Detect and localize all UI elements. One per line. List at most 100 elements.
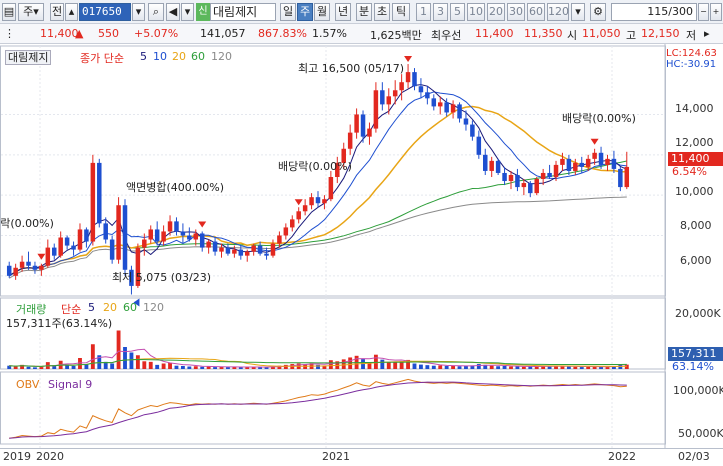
zoom-in-icon[interactable]: + xyxy=(710,3,722,21)
candle-body xyxy=(553,164,559,177)
low-annotation: 최저 5,075 (03/23) xyxy=(112,271,212,284)
chart-canvas[interactable] xyxy=(0,44,723,466)
vol-ma20-legend: 20 xyxy=(103,301,117,314)
speaker-dropdown-icon[interactable]: ▾ xyxy=(181,3,194,21)
interval-10[interactable]: 10 xyxy=(467,3,485,21)
volume-bar xyxy=(534,366,539,369)
x-tick-last-date: 02/03 xyxy=(678,450,710,463)
quote-menu-icon[interactable]: ⋮ xyxy=(4,27,15,40)
type-select-label: 주 xyxy=(23,5,34,18)
candle-body xyxy=(212,241,218,252)
volume-bar xyxy=(348,357,353,369)
bar-count-field[interactable]: 115/300 xyxy=(611,3,697,21)
current-volume-tag: 157,311 xyxy=(668,347,723,361)
volume-bar xyxy=(393,361,398,369)
candle-body xyxy=(463,118,469,125)
period-second[interactable]: 초 xyxy=(374,3,390,21)
candle-body xyxy=(437,102,443,107)
volume-bar xyxy=(251,366,256,369)
volume-bar xyxy=(521,366,526,369)
volume-bar xyxy=(13,366,18,369)
candle-body xyxy=(51,247,57,256)
candle-body xyxy=(405,72,411,83)
period-month[interactable]: 월 xyxy=(314,3,330,21)
stock-name-field[interactable]: 대림제지 xyxy=(210,3,276,21)
current-price-tag: 11,400 xyxy=(668,152,723,166)
candle-body xyxy=(412,72,417,87)
volume-bar xyxy=(7,365,12,369)
interval-5[interactable]: 5 xyxy=(450,3,465,21)
volume-bar xyxy=(464,365,468,369)
volume-bar xyxy=(271,366,275,369)
candle-body xyxy=(270,243,276,256)
volume-bar xyxy=(116,330,121,369)
zoom-out-icon[interactable]: − xyxy=(698,3,709,21)
candle-body xyxy=(483,154,488,171)
interval-20[interactable]: 20 xyxy=(487,3,505,21)
ma20-legend: 20 xyxy=(172,50,186,63)
volume-bar xyxy=(219,366,224,369)
settings-icon[interactable]: ⚙ xyxy=(590,3,606,21)
candle-body xyxy=(399,82,404,91)
candle-body xyxy=(373,90,379,129)
speaker-icon[interactable]: ◀ xyxy=(166,3,180,21)
ma10-legend: 10 xyxy=(153,50,167,63)
volume-bar xyxy=(496,366,501,369)
volume-value: 141,057 xyxy=(200,27,246,40)
interval-30[interactable]: 30 xyxy=(507,3,525,21)
chart-area[interactable]: 대림제지 종가 단순 5 10 20 60 120 LC:124.63 HC:-… xyxy=(0,44,723,466)
volume-bar xyxy=(52,365,57,369)
up-arrow-icon: ▲ xyxy=(75,27,84,40)
period-tick[interactable]: 틱 xyxy=(392,3,410,21)
candle-body xyxy=(380,90,385,105)
current-price: 11,400 xyxy=(40,27,79,40)
candle-body xyxy=(540,172,546,180)
volume-bar xyxy=(438,365,443,369)
period-week[interactable]: 주 xyxy=(297,3,313,21)
volume-bar xyxy=(142,361,147,369)
period-day[interactable]: 일 xyxy=(280,3,296,21)
candle-body xyxy=(592,152,597,159)
candle-body xyxy=(64,237,70,246)
volume-bar xyxy=(238,367,243,369)
code-dropdown-icon[interactable]: ▾ xyxy=(132,3,145,21)
candle-body xyxy=(624,166,630,188)
volume-bar xyxy=(174,365,179,369)
volume-bar xyxy=(418,364,423,369)
period-button[interactable]: 전 xyxy=(50,3,64,21)
interval-60[interactable]: 60 xyxy=(527,3,545,21)
volume-bar xyxy=(200,366,205,369)
high-price: 12,150 xyxy=(641,27,680,40)
candle-body xyxy=(97,162,102,224)
candle-body xyxy=(528,183,533,194)
interval-1[interactable]: 1 xyxy=(416,3,431,21)
chart-icon[interactable]: ▤ xyxy=(2,3,16,21)
volume-bar xyxy=(451,365,456,369)
vol-ma120-legend: 120 xyxy=(143,301,164,314)
period-minute[interactable]: 분 xyxy=(356,3,372,21)
candle-body xyxy=(560,158,565,165)
candle-body xyxy=(154,229,160,242)
candle-body xyxy=(71,245,76,250)
price-panel-title[interactable]: 대림제지 xyxy=(5,50,52,65)
split-annotation: 액면병합(400.00%) xyxy=(126,181,225,194)
trade-amount: 1,625백만 xyxy=(370,29,422,42)
candle-body xyxy=(347,132,353,149)
search-icon[interactable]: ⌕ xyxy=(148,3,164,21)
more-arrow-icon[interactable]: ▸ xyxy=(704,27,710,40)
interval-dropdown-icon[interactable]: ▾ xyxy=(571,3,585,21)
expand-icon[interactable]: ▴ xyxy=(65,3,78,21)
high-label: 고 xyxy=(626,29,637,42)
candle-body xyxy=(142,239,147,248)
volume-bar xyxy=(26,366,31,369)
interval-3[interactable]: 3 xyxy=(433,3,448,21)
interval-120[interactable]: 120 xyxy=(547,3,569,21)
volume-bar xyxy=(277,365,282,369)
period-year[interactable]: 년 xyxy=(335,3,351,21)
price-tick-8000: 8,000 xyxy=(680,219,712,232)
candle-body xyxy=(32,265,38,270)
ma60-legend: 60 xyxy=(191,50,205,63)
type-select[interactable]: 주▾ xyxy=(18,3,44,21)
volume-bar xyxy=(341,359,346,369)
stock-code-input[interactable]: 017650 xyxy=(79,3,131,21)
